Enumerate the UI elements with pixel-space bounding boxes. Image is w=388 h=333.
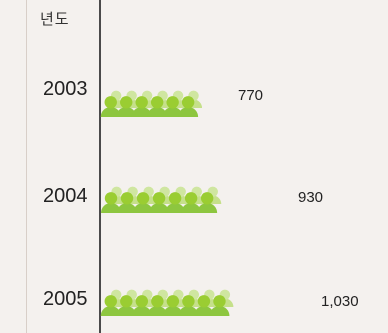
person-icon-2005-2 — [131, 295, 152, 316]
value-label-2003: 770 — [238, 87, 264, 104]
year-label-2004: 2004 — [43, 185, 88, 207]
pictogram-bar-2005 — [100, 289, 234, 316]
person-icon-2005-0 — [100, 295, 121, 316]
person-icon-2003-2 — [131, 96, 152, 117]
pictogram-bar-2004 — [101, 186, 222, 213]
value-label-2005: 1,030 — [321, 293, 359, 310]
person-icon-2004-2 — [133, 192, 154, 213]
year-label-2005: 2005 — [43, 288, 88, 310]
person-icon-2003-5 — [178, 96, 199, 117]
person-icon-2004-0 — [101, 192, 122, 213]
person-icon-2003-0 — [100, 96, 121, 117]
person-icon-2004-6 — [197, 192, 218, 213]
value-label-2004: 930 — [298, 189, 324, 206]
axis-line — [99, 0, 101, 333]
year-label-2003: 2003 — [43, 78, 88, 100]
person-icon-2003-3 — [147, 96, 168, 117]
person-icon-2005-6 — [193, 295, 214, 316]
person-icon-2004-5 — [181, 192, 202, 213]
person-icon-2005-5 — [178, 295, 199, 316]
person-icon-2004-3 — [149, 192, 170, 213]
person-icon-2004-4 — [165, 192, 186, 213]
person-icon-2003-1 — [116, 96, 137, 117]
person-icon-2005-3 — [147, 295, 168, 316]
column-header-year: 년도 — [40, 11, 70, 28]
person-icon-2005-7 — [209, 295, 230, 316]
person-icon-2004-1 — [117, 192, 138, 213]
left-border-line — [26, 0, 27, 333]
pictogram-bar-2003 — [100, 90, 203, 117]
person-icon-2003-4 — [162, 96, 183, 117]
person-icon-2005-4 — [162, 295, 183, 316]
person-icon-2005-1 — [116, 295, 137, 316]
